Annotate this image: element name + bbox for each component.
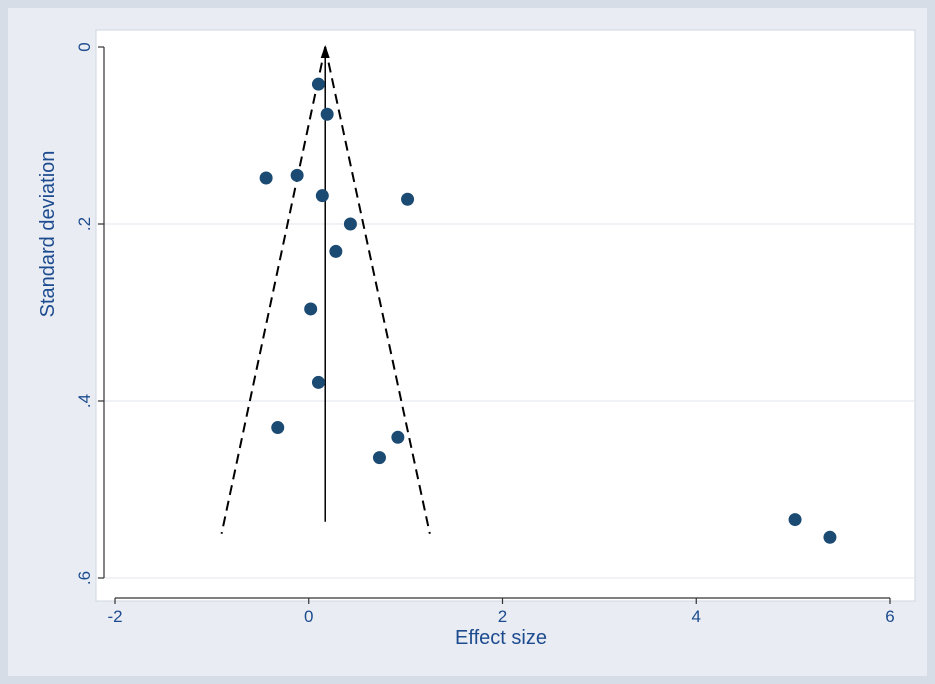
y-tick-label-1: .2 (75, 217, 94, 231)
data-points (259, 77, 837, 544)
funnel-right-line (324, 46, 431, 534)
funnel-plot: 0 .2 .4 .6 -2 0 2 4 6 Effect size Standard devia… (37, 29, 916, 649)
pooled-effect-arrow (320, 45, 330, 58)
data-point-13 (788, 513, 802, 527)
data-point-11 (391, 430, 405, 444)
x-tick-label-1: 0 (304, 607, 313, 626)
funnel-lines (220, 45, 431, 534)
x-tick-label-2: 2 (498, 607, 507, 626)
data-point-3 (290, 168, 304, 182)
x-tick-label-4: 6 (885, 607, 894, 626)
x-axis-label: Effect size (455, 627, 547, 649)
data-point-2 (259, 171, 273, 185)
y-tick-label-0: 0 (75, 42, 94, 51)
plot-area (95, 29, 916, 602)
data-point-0 (311, 77, 325, 91)
data-point-1 (320, 107, 334, 121)
tick-labels: 0 .2 .4 .6 -2 0 2 4 6 (75, 42, 895, 626)
data-point-9 (311, 375, 325, 389)
gridlines (96, 223, 915, 579)
data-point-12 (372, 451, 386, 465)
x-tick-label-0: -2 (107, 607, 122, 626)
y-axis-label: Standard deviation (37, 151, 59, 318)
data-point-5 (401, 192, 415, 206)
y-tick-label-3: .6 (75, 571, 94, 585)
data-point-4 (315, 189, 329, 203)
funnel-left-line (220, 46, 327, 534)
data-point-8 (304, 302, 318, 316)
y-tick-label-2: .4 (75, 394, 94, 408)
data-point-14 (823, 530, 837, 544)
data-point-6 (343, 217, 357, 231)
axes (98, 46, 891, 604)
x-tick-label-3: 4 (692, 607, 701, 626)
data-point-7 (329, 244, 343, 258)
data-point-10 (271, 421, 285, 435)
figure-frame: 0 .2 .4 .6 -2 0 2 4 6 Effect size Standard devia… (8, 8, 927, 676)
